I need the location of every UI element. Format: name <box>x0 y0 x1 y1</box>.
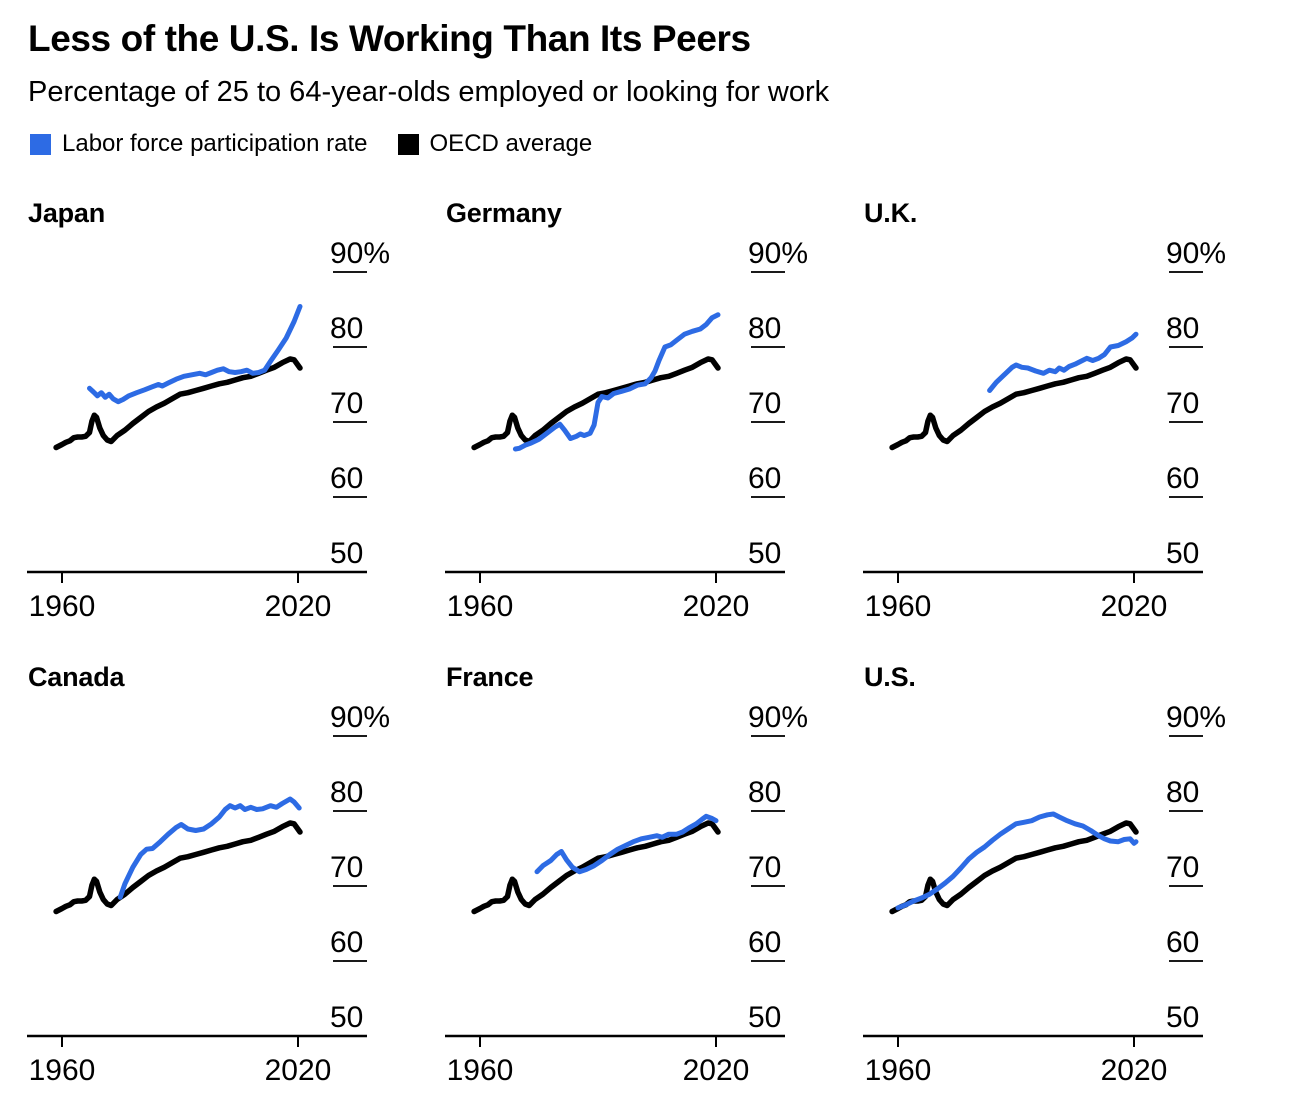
svg-text:50: 50 <box>1166 1001 1199 1034</box>
panel-title-germany: Germany <box>446 198 562 228</box>
svg-text:80: 80 <box>748 776 781 809</box>
line-chart-us: 90% 80 70 60 50 1960 2020 <box>863 701 1226 1087</box>
page-title: Less of the U.S. Is Working Than Its Pee… <box>28 18 751 59</box>
svg-text:90%: 90% <box>748 701 808 734</box>
svg-text:80: 80 <box>1166 312 1199 345</box>
svg-text:50: 50 <box>748 1001 781 1034</box>
svg-text:2020: 2020 <box>265 590 332 623</box>
svg-text:80: 80 <box>330 776 363 809</box>
line-chart-germany: 90% 80 70 60 50 1960 2020 <box>445 237 808 623</box>
panel-title-japan: Japan <box>28 198 106 228</box>
svg-text:90%: 90% <box>1166 701 1226 734</box>
svg-text:90%: 90% <box>748 237 808 270</box>
line-chart-japan: 90% 80 70 60 50 1960 2020 <box>27 237 390 623</box>
svg-text:60: 60 <box>330 926 363 959</box>
panel-title-canada: Canada <box>28 662 125 692</box>
svg-text:70: 70 <box>748 851 781 884</box>
svg-text:70: 70 <box>330 851 363 884</box>
svg-text:70: 70 <box>1166 387 1199 420</box>
svg-text:1960: 1960 <box>865 1054 932 1087</box>
legend: Labor force participation rate OECD aver… <box>30 130 592 158</box>
svg-text:2020: 2020 <box>1101 590 1168 623</box>
lfpr-swatch-icon <box>30 133 51 155</box>
svg-text:70: 70 <box>1166 851 1199 884</box>
line-chart-canada: 90% 80 70 60 50 1960 2020 <box>27 701 390 1087</box>
svg-text:80: 80 <box>748 312 781 345</box>
svg-text:2020: 2020 <box>1101 1054 1168 1087</box>
line-chart-france: 90% 80 70 60 50 1960 2020 <box>445 701 808 1087</box>
svg-text:80: 80 <box>1166 776 1199 809</box>
svg-text:70: 70 <box>748 387 781 420</box>
page-subtitle: Percentage of 25 to 64-year-olds employe… <box>28 76 830 108</box>
svg-text:1960: 1960 <box>865 590 932 623</box>
svg-text:70: 70 <box>330 387 363 420</box>
legend-item-oecd: OECD average <box>397 130 593 158</box>
svg-text:50: 50 <box>330 537 363 570</box>
svg-text:80: 80 <box>330 312 363 345</box>
legend-item-lfpr: Labor force participation rate <box>30 130 368 158</box>
svg-text:60: 60 <box>748 462 781 495</box>
svg-text:90%: 90% <box>330 237 390 270</box>
svg-text:60: 60 <box>748 926 781 959</box>
svg-text:60: 60 <box>1166 462 1199 495</box>
oecd-swatch-icon <box>397 133 419 155</box>
svg-text:1960: 1960 <box>29 590 96 623</box>
svg-text:50: 50 <box>748 537 781 570</box>
line-chart-uk: 90% 80 70 60 50 1960 2020 <box>863 237 1226 623</box>
legend-label-lfpr: Labor force participation rate <box>62 130 368 157</box>
svg-text:60: 60 <box>1166 926 1199 959</box>
svg-text:2020: 2020 <box>683 1054 750 1087</box>
svg-text:50: 50 <box>1166 537 1199 570</box>
svg-text:60: 60 <box>330 462 363 495</box>
panel-title-uk: U.K. <box>864 198 918 228</box>
svg-text:1960: 1960 <box>29 1054 96 1087</box>
svg-text:50: 50 <box>330 1001 363 1034</box>
svg-text:2020: 2020 <box>683 590 750 623</box>
svg-text:90%: 90% <box>1166 237 1226 270</box>
svg-text:90%: 90% <box>330 701 390 734</box>
legend-label-oecd: OECD average <box>429 130 593 157</box>
panel-title-france: France <box>446 662 534 692</box>
svg-text:1960: 1960 <box>447 590 514 623</box>
svg-text:2020: 2020 <box>265 1054 332 1087</box>
svg-text:1960: 1960 <box>447 1054 514 1087</box>
panel-title-us: U.S. <box>864 662 916 692</box>
